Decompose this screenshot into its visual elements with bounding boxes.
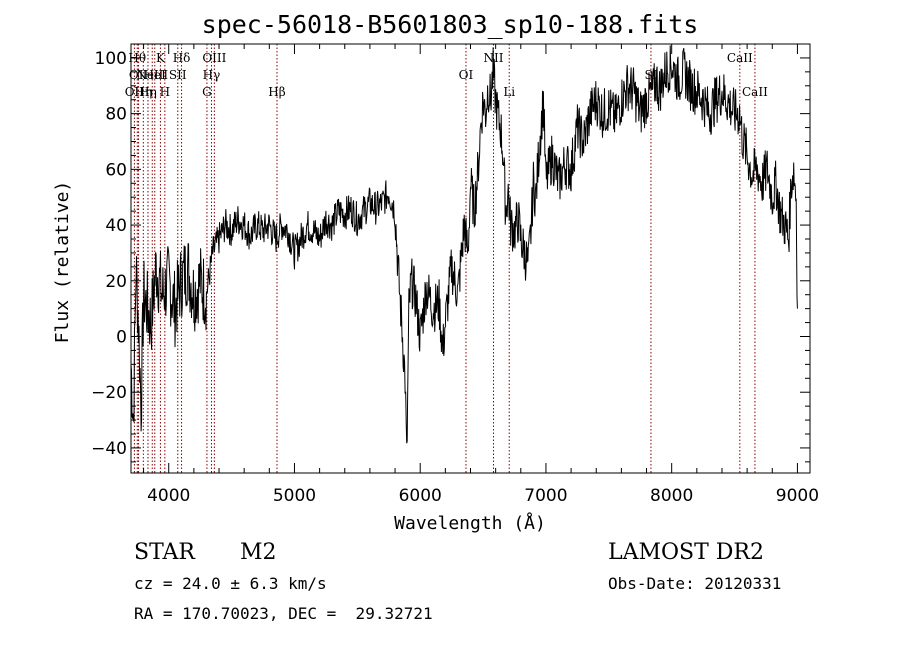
line-marker-label: OIII [202, 51, 226, 65]
y-tick-label: 100 [95, 49, 127, 69]
redshift-velocity: cz = 24.0 ± 6.3 km/s [134, 574, 327, 593]
line-marker-label: Hδ [173, 51, 191, 65]
y-tick-label: 80 [105, 105, 127, 125]
line-marker-label: Li [503, 85, 515, 99]
x-axis-label: Wavelength (Å) [394, 512, 546, 534]
line-marker-label: OII [129, 68, 149, 82]
observation-date: Obs-Date: 20120331 [608, 574, 782, 593]
line-marker-label: NeIII [136, 68, 168, 82]
y-tick-label: 0 [116, 328, 127, 348]
axis-ticks: 4000 5000 6000 7000 8000 9000 −40 −20 0 20 40 60 80 1… [91, 43, 819, 506]
chart-title: spec-56018-B5601803_sp10-188.fits [201, 10, 699, 39]
x-tick-label: 7000 [524, 486, 567, 506]
line-marker-label: HeI [144, 68, 167, 82]
y-tick-label: −40 [91, 439, 127, 459]
line-marker-label: SI [644, 68, 657, 82]
spectrum-line [130, 45, 798, 444]
line-marker-label: OI [459, 68, 474, 82]
line-marker-label: K [156, 51, 166, 65]
object-subclass: M2 [240, 540, 277, 565]
x-tick-label: 4000 [147, 486, 190, 506]
object-class: STAR [134, 540, 195, 565]
line-marker-label: NII [484, 51, 504, 65]
y-tick-label: −20 [91, 383, 127, 403]
y-tick-label: 60 [105, 160, 127, 180]
line-marker-label: Hγ [203, 68, 221, 82]
line-marker-label: Hθ [128, 51, 146, 65]
x-tick-label: 9000 [776, 486, 819, 506]
x-tick-label: 5000 [273, 486, 316, 506]
line-marker-label: G [202, 85, 212, 99]
line-marker-label: Hη [134, 85, 152, 99]
y-tick-label: 20 [105, 272, 127, 292]
x-tick-label: 8000 [650, 486, 693, 506]
spectrum-series [130, 45, 798, 444]
line-marker-label: CaII [742, 85, 768, 99]
line-marker-label: CaII [727, 51, 753, 65]
line-marker-label: H [160, 85, 170, 99]
sky-coordinates: RA = 170.70023, DEC = 29.32721 [134, 604, 433, 623]
y-axis-label: Flux (relative) [52, 181, 73, 344]
line-marker-label: Hη [139, 85, 157, 99]
line-marker-label: OII [125, 85, 145, 99]
survey-name: LAMOST DR2 [608, 540, 764, 565]
line-marker-label: Hβ [268, 85, 285, 99]
y-tick-label: 40 [105, 216, 127, 236]
x-tick-label: 6000 [399, 486, 442, 506]
line-marker-label: SII [169, 68, 187, 82]
line-marker-labels: OIIHθOIIHηHηNeIIIHeIKHSIIHδGHγOIIIHβOINI… [125, 51, 768, 99]
line-markers [133, 44, 756, 473]
